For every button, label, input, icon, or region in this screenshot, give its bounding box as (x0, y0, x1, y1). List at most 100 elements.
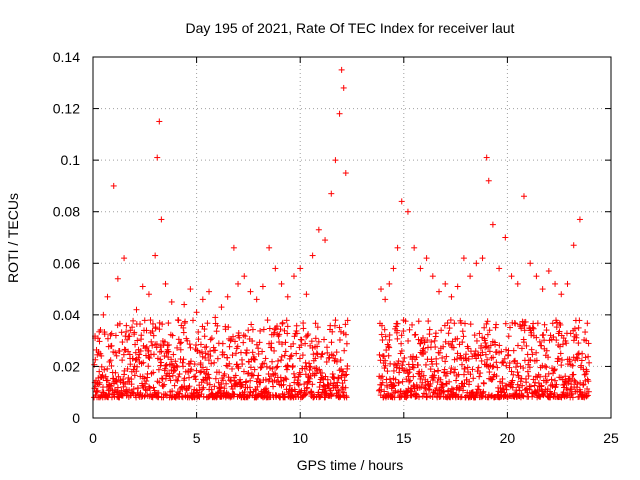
data-point (398, 332, 405, 339)
data-point (274, 323, 281, 330)
data-point (188, 358, 195, 365)
data-point (298, 342, 305, 349)
data-point (571, 325, 578, 332)
data-point (145, 347, 152, 354)
data-point (479, 349, 486, 356)
data-point (330, 352, 337, 359)
data-point (528, 346, 535, 353)
data-point (225, 374, 232, 381)
data-point (394, 335, 401, 342)
data-point (259, 283, 266, 290)
data-point (302, 340, 309, 347)
data-point (332, 317, 339, 324)
data-point (281, 327, 288, 334)
data-point (520, 193, 527, 200)
data-point (129, 389, 136, 396)
data-point (293, 322, 300, 329)
data-point (545, 370, 552, 377)
data-point (427, 366, 434, 373)
data-point (390, 265, 397, 272)
data-point (543, 327, 550, 334)
data-point (486, 327, 493, 334)
data-point (485, 177, 492, 184)
data-point (458, 393, 465, 400)
data-point (207, 336, 214, 343)
data-point (378, 331, 385, 338)
data-point (254, 383, 261, 390)
data-point (460, 255, 467, 262)
data-point (530, 325, 537, 332)
data-point (435, 367, 442, 374)
data-points (91, 66, 593, 401)
data-point (582, 329, 589, 336)
data-point (309, 381, 316, 388)
data-point (182, 318, 189, 325)
data-point (520, 339, 527, 346)
data-point (302, 391, 309, 398)
data-point (155, 389, 162, 396)
data-point (382, 296, 389, 303)
data-point (586, 359, 593, 366)
data-point (331, 322, 338, 329)
data-point (404, 370, 411, 377)
data-point (418, 383, 425, 390)
data-point (315, 338, 322, 345)
data-point (266, 244, 273, 251)
data-point (503, 362, 510, 369)
data-point (121, 367, 128, 374)
data-point (174, 344, 181, 351)
data-point (578, 362, 585, 369)
data-point (337, 328, 344, 335)
plot-frame (92, 56, 612, 419)
data-point (514, 342, 521, 349)
data-point (141, 317, 148, 324)
data-point (578, 357, 585, 364)
data-point (328, 190, 335, 197)
y-tick-label: 0 (72, 410, 80, 426)
data-point (543, 364, 550, 371)
data-point (135, 354, 142, 361)
x-tick-label: 10 (292, 430, 308, 446)
data-point (226, 343, 233, 350)
data-point (206, 288, 213, 295)
data-point (443, 353, 450, 360)
data-point (136, 351, 143, 358)
data-point (282, 339, 289, 346)
data-point (150, 369, 157, 376)
data-point (428, 338, 435, 345)
data-point (240, 332, 247, 339)
data-point (129, 324, 136, 331)
data-point (227, 337, 234, 344)
data-point (417, 340, 424, 347)
data-point (471, 352, 478, 359)
data-point (508, 368, 515, 375)
data-point (315, 226, 322, 233)
data-point (486, 348, 493, 355)
data-point (274, 363, 281, 370)
data-point (447, 317, 454, 324)
data-point (585, 388, 592, 395)
data-point (548, 376, 555, 383)
data-point (305, 331, 312, 338)
data-point (139, 283, 146, 290)
data-point (553, 381, 560, 388)
data-point (386, 331, 393, 338)
data-point (521, 327, 528, 334)
data-point (510, 371, 517, 378)
data-point (319, 369, 326, 376)
data-point (201, 333, 208, 340)
data-point (269, 365, 276, 372)
data-point (187, 286, 194, 293)
data-point (467, 321, 474, 328)
data-point (328, 351, 335, 358)
data-point (127, 327, 134, 334)
data-point (130, 385, 137, 392)
data-point (471, 332, 478, 339)
data-point (517, 378, 524, 385)
data-point (550, 334, 557, 341)
data-point (299, 352, 306, 359)
data-point (440, 343, 447, 350)
data-point (478, 342, 485, 349)
data-point (251, 356, 258, 363)
data-point (181, 375, 188, 382)
